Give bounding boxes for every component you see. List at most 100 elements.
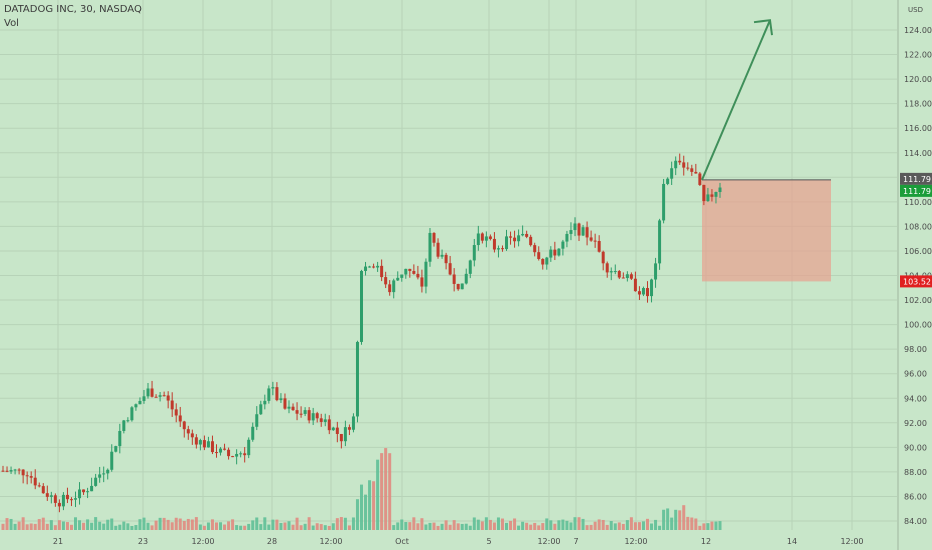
candle-body (706, 194, 710, 202)
volume-bar (460, 523, 464, 530)
volume-bar (436, 525, 440, 530)
risk-box[interactable] (702, 179, 831, 282)
candle-body (545, 257, 549, 265)
candle-body (190, 433, 194, 438)
candle-body (392, 280, 396, 293)
volume-bar (496, 517, 500, 530)
candle-body (142, 396, 146, 401)
candle-body (65, 494, 69, 500)
volume-indicator-label[interactable]: Vol (4, 18, 19, 29)
volume-bar (670, 517, 674, 530)
time-tick-label: 12:00 (624, 537, 647, 546)
candle-body (360, 270, 363, 342)
candle-body (231, 456, 235, 458)
volume-bar (384, 448, 388, 530)
volume-bar (307, 517, 311, 530)
volume-bar (267, 524, 271, 530)
candle-body (146, 388, 150, 397)
volume-bar (347, 525, 351, 530)
candle-body (154, 396, 158, 398)
price-tag-last-bg (900, 184, 932, 197)
candle-body (650, 279, 654, 297)
candle-body (537, 252, 541, 259)
time-tick-label: 12:00 (840, 537, 863, 546)
volume-bar (299, 525, 303, 530)
volume-bar (416, 523, 420, 530)
candle-body (372, 266, 376, 268)
volume-bar (597, 519, 601, 530)
candle-body (444, 254, 448, 264)
volume-bar (368, 480, 372, 530)
trend-arrow[interactable] (701, 19, 773, 181)
candle-body (275, 387, 279, 401)
volume-bar (166, 519, 170, 530)
candle-body (416, 273, 420, 278)
volume-bar (327, 525, 331, 530)
candle-body (553, 249, 557, 256)
volume-bar (480, 521, 484, 530)
price-tick-label: 88.00 (904, 468, 927, 477)
volume-bar (53, 525, 57, 530)
volume-bar (323, 525, 327, 530)
candle-body (637, 291, 641, 295)
volume-bar (178, 518, 182, 530)
volume-bar (25, 524, 29, 530)
price-tag-last: 111.79 (903, 187, 931, 196)
volume-bar (702, 523, 706, 530)
price-tick-label: 124.00 (904, 26, 932, 35)
volume-bar (235, 525, 239, 530)
volume-bar (706, 523, 710, 530)
candle-body (134, 404, 138, 408)
candle-body (573, 223, 577, 231)
volume-bar (674, 509, 678, 530)
time-axis[interactable]: 21 23 12:00 28 12:00 Oct 5 12:00 7 12:00 12 14 12:00 (53, 537, 864, 546)
candle-body (525, 233, 529, 237)
volume-bar (637, 522, 641, 530)
volume-bar (41, 517, 45, 530)
volume-bar (275, 519, 279, 530)
price-tick-label: 90.00 (904, 443, 927, 452)
volume-bar (102, 523, 106, 530)
volume-bar (57, 520, 61, 530)
volume-bar (710, 521, 714, 530)
candle-body (323, 419, 327, 422)
volume-bar (537, 525, 541, 530)
volume-bar (557, 520, 561, 530)
price-tick-label: 98.00 (904, 345, 927, 354)
price-axis[interactable]: 84.00 86.00 88.00 90.00 92.00 94.00 96.00 98.00… (897, 0, 932, 550)
volume-bar (122, 521, 126, 530)
stop-loss-zone (702, 179, 831, 282)
candle-body (645, 288, 649, 297)
candle-body (452, 274, 456, 284)
volume-bar (492, 522, 496, 530)
candle-body (658, 220, 662, 264)
volume-bar (521, 521, 525, 530)
volume-bar (654, 519, 658, 530)
volume-bar (613, 523, 617, 530)
volume-bar (5, 518, 9, 530)
candle-body (287, 406, 291, 409)
candle-body (25, 475, 29, 477)
candle-body (682, 162, 686, 168)
candle-body (396, 277, 400, 281)
candle-body (517, 235, 521, 242)
candle-body (617, 271, 621, 278)
candle-body (98, 474, 102, 478)
candle-body (601, 251, 605, 264)
volume-bar (682, 505, 686, 530)
candle-body (158, 395, 162, 397)
volume-bar (291, 524, 295, 530)
candle-body (364, 266, 368, 271)
volume-bar (243, 525, 247, 530)
candle-body (307, 410, 311, 421)
candle-body (150, 388, 154, 397)
candle-body (613, 271, 617, 273)
volume-bar (468, 525, 472, 530)
symbol-title[interactable]: DATADOG INC, 30, NASDAQ (4, 4, 142, 15)
volume-bar (29, 523, 33, 530)
candle-body (432, 232, 436, 243)
candle-body (702, 184, 706, 202)
volume-bar (110, 518, 114, 530)
volume-bar (13, 523, 17, 530)
